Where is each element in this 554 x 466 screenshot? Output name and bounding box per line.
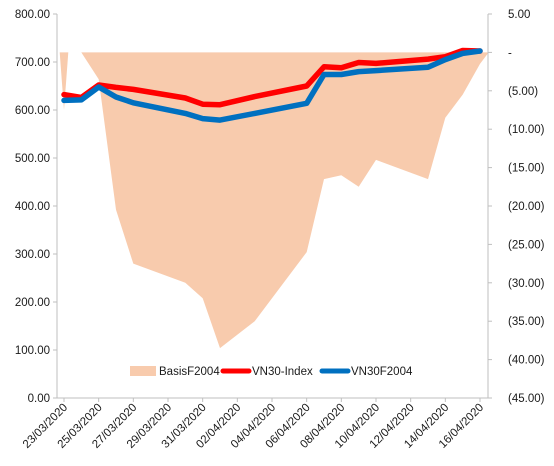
right-tick-label: (20.00) [508,201,545,213]
basis-area-layer [59,52,489,349]
line-series-layer [61,47,483,123]
right-tick-label: (15.00) [508,163,545,175]
left-tick-label: 200.00 [15,297,50,309]
right-tick-label: - [508,47,512,59]
left-tick-label: 700.00 [15,57,50,69]
legend-label-vn30f2004: VN30F2004 [351,366,413,378]
left-tick-label: 400.00 [15,201,50,213]
series-line-vn30-index [61,47,483,108]
right-tick-label: (40.00) [508,355,545,367]
left-tick-label: 500.00 [15,153,50,165]
legend: BasisF2004 VN30-Index VN30F2004 [130,366,413,378]
right-tick-label: (35.00) [508,316,545,328]
legend-swatch-basisf2004 [130,366,156,376]
right-tick-label: (25.00) [508,239,545,251]
left-tick-label: 0.00 [28,393,50,405]
left-tick-label: 100.00 [15,345,50,357]
right-tick-label: (5.00) [508,86,538,98]
right-tick-label: (30.00) [508,278,545,290]
left-tick-label: 800.00 [15,9,50,21]
right-tick-label: (10.00) [508,124,545,136]
series-line-vn30f2004 [61,48,483,123]
legend-label-basisf2004: BasisF2004 [159,366,220,378]
right-tick-label: (45.00) [508,393,545,405]
basis-area [59,52,489,349]
left-tick-label: 300.00 [15,249,50,261]
right-tick-label: 5.00 [508,9,530,21]
left-tick-label: 600.00 [15,105,50,117]
legend-label-vn30-index: VN30-Index [252,366,313,378]
